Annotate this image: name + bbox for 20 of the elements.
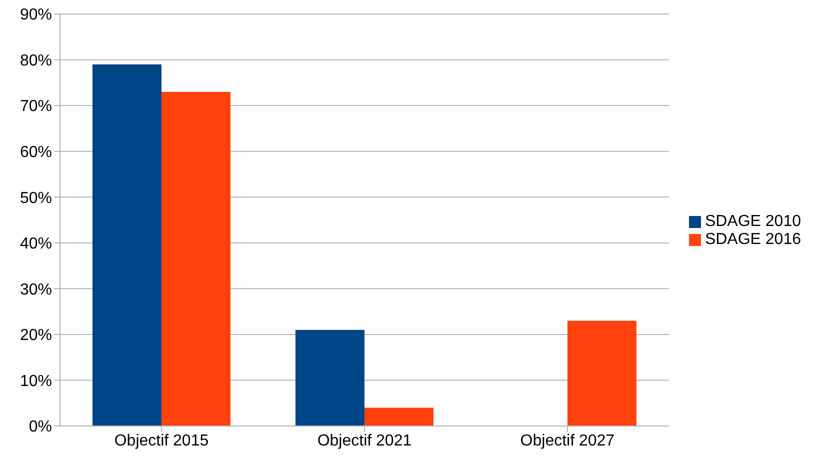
legend-label: SDAGE 2010 — [704, 213, 801, 230]
bar — [161, 92, 230, 426]
y-tick-label: 40% — [20, 236, 52, 253]
y-tick-label: 70% — [20, 98, 52, 116]
legend-label: SDAGE 2016 — [704, 231, 801, 248]
y-tick-label: 80% — [20, 52, 52, 70]
x-tick-label: Objectif 2021 — [317, 432, 412, 450]
y-tick-label: 50% — [20, 190, 52, 207]
x-tick-label: Objectif 2027 — [520, 432, 615, 450]
y-tick-label: 0% — [28, 418, 52, 436]
bar — [295, 330, 364, 426]
y-tick-label: 30% — [20, 281, 52, 298]
bar — [364, 408, 434, 426]
y-tick-label: 10% — [20, 372, 52, 390]
x-tick-label: Objectif 2015 — [114, 432, 209, 450]
bar — [567, 320, 636, 426]
y-tick-label: 60% — [20, 144, 52, 162]
y-tick-label: 90% — [20, 6, 52, 24]
bar — [92, 64, 162, 426]
y-tick-label: 20% — [20, 327, 52, 344]
